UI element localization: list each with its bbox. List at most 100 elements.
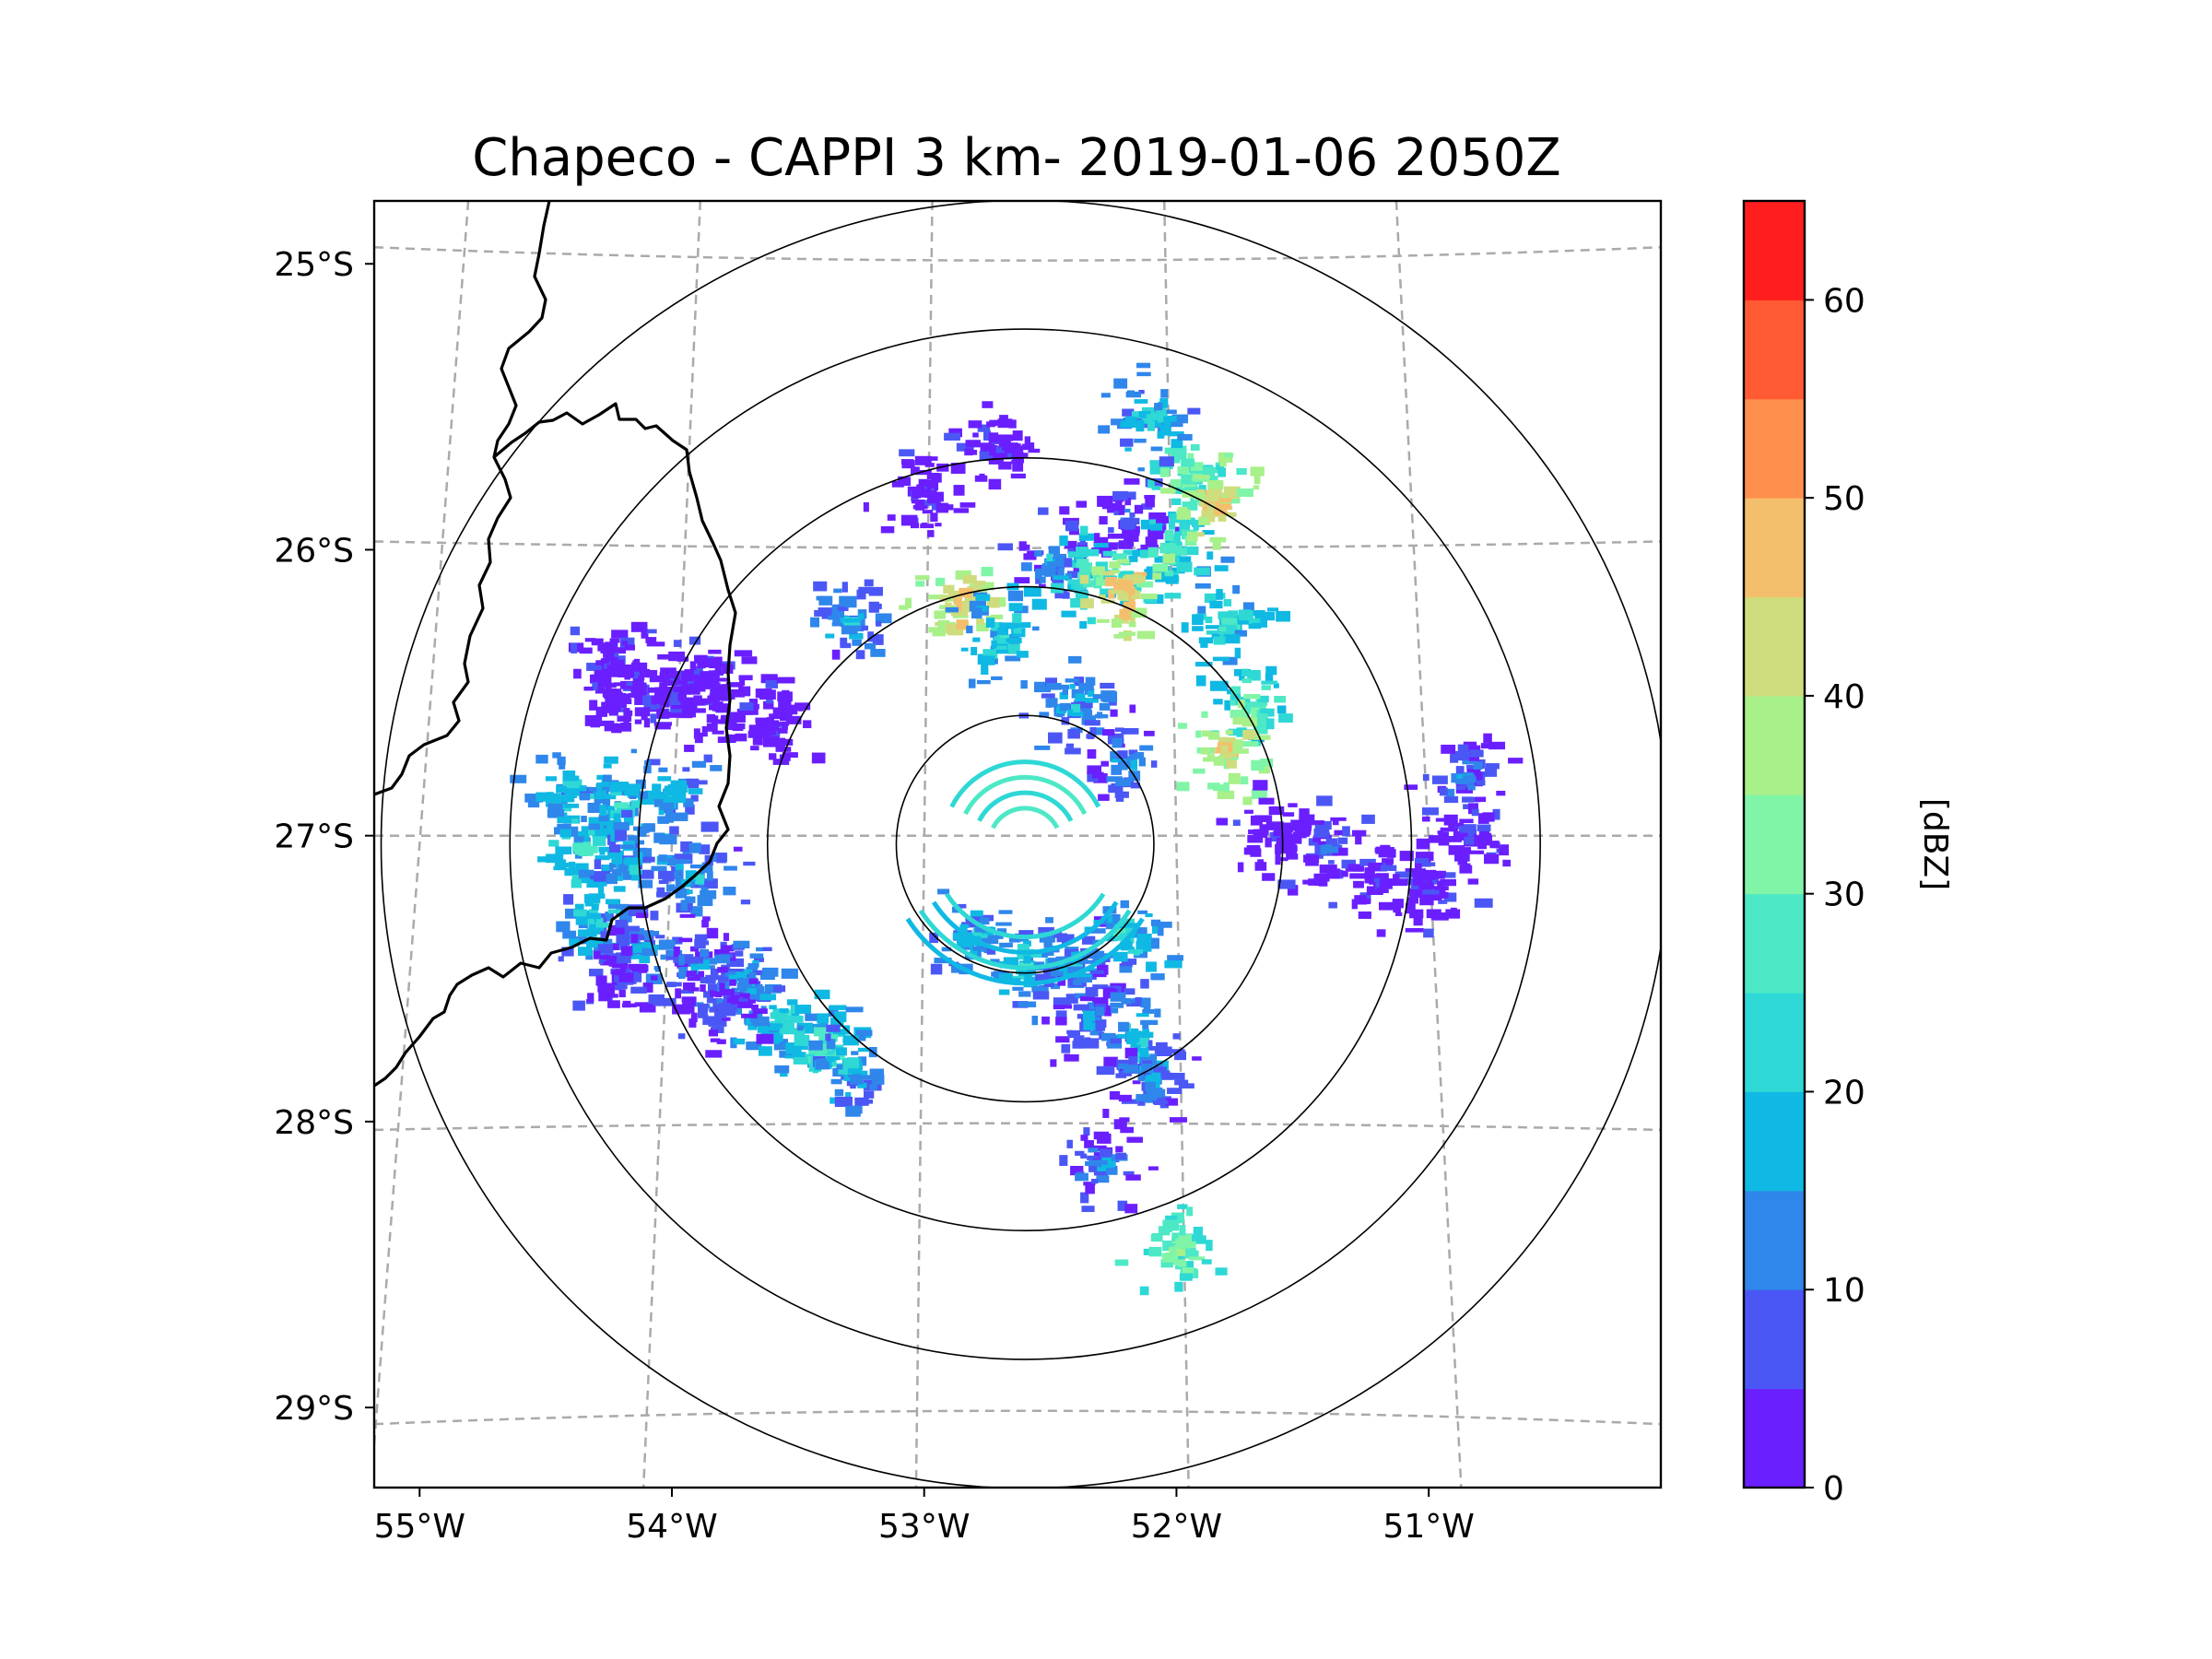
echo-pixel (1212, 511, 1229, 515)
echo-pixel (564, 794, 574, 799)
echo-pixel (1353, 880, 1364, 888)
echo-pixel (1171, 1212, 1184, 1224)
echo-pixel (1111, 782, 1120, 793)
echo-pixel (1125, 580, 1142, 592)
echo-pixel (1116, 1033, 1126, 1039)
echo-pixel (1067, 571, 1083, 579)
echo-pixel (1122, 408, 1135, 417)
echo-pixel (636, 912, 649, 919)
echo-pixel (1237, 862, 1244, 873)
echo-pixel (1037, 951, 1048, 958)
echo-pixel (1193, 532, 1205, 537)
echo-pixel (1069, 684, 1076, 689)
echo-pixel (680, 900, 688, 912)
echo-pixel (590, 917, 604, 924)
echo-pixel (1221, 618, 1238, 625)
echo-pixel (1080, 598, 1094, 609)
echo-pixel (770, 1012, 782, 1019)
echo-cell (945, 582, 1047, 688)
echo-pixel (569, 938, 580, 947)
range-rings (380, 201, 1661, 1488)
echo-pixel (711, 681, 720, 692)
echo-pixel (1409, 909, 1424, 919)
echo-pixel (971, 450, 978, 455)
echo-pixel (1392, 899, 1404, 909)
echo-pixel (1103, 571, 1115, 576)
echo-pixel (981, 567, 994, 577)
echo-pixel (634, 1002, 651, 1007)
echo-pixel (1308, 878, 1321, 886)
echo-pixel (1084, 968, 1101, 972)
echo-pixel (1480, 743, 1495, 749)
colorbar-tick-label: 20 (1823, 1074, 1865, 1112)
echo-pixel (1426, 909, 1441, 919)
echo-pixel (972, 946, 980, 951)
echo-pixel (630, 934, 639, 944)
echo-pixel (1244, 697, 1251, 705)
echo-pixel (1159, 456, 1174, 467)
echo-pixel (557, 812, 568, 824)
echo-pixel (621, 782, 629, 786)
echo-pixel (1228, 610, 1239, 618)
political-borders (374, 201, 737, 1088)
echo-pixel (1083, 1182, 1096, 1186)
lon-tick-label: 51°W (1382, 1508, 1474, 1546)
echo-pixel (606, 873, 618, 885)
echo-pixel (968, 420, 982, 429)
echo-pixel (1220, 556, 1235, 563)
echo-pixel (976, 618, 984, 625)
echo-pixel (682, 1002, 692, 1013)
echo-pixel (646, 641, 665, 647)
echo-pixel (1190, 462, 1204, 471)
echo-pixel (950, 463, 966, 475)
echo-pixel (1171, 534, 1181, 545)
echo-pixel (1187, 453, 1194, 465)
echo-pixel (1102, 915, 1113, 924)
echo-pixel (1117, 585, 1134, 595)
echo-pixel (1152, 1100, 1169, 1105)
echo-pixel (1017, 944, 1030, 952)
echo-pixel (690, 665, 703, 676)
echo-pixel (833, 588, 842, 594)
echo-pixel (673, 792, 687, 804)
echo-pixel (1240, 741, 1259, 747)
echo-pixel (692, 906, 703, 917)
echo-pixel (1193, 519, 1199, 531)
echo-pixel (1095, 1006, 1104, 1017)
echo-pixel (864, 642, 877, 650)
echo-pixel (1260, 611, 1276, 621)
echo-pixel (1070, 703, 1081, 713)
echo-pixel (1186, 1206, 1194, 1217)
echo-pixel (1117, 590, 1129, 600)
echo-pixel (746, 1014, 752, 1025)
echo-pixel (1177, 1260, 1187, 1267)
echo-pixel (650, 713, 657, 724)
echo-pixel (1342, 826, 1350, 837)
echo-pixel (1089, 970, 1105, 974)
echo-pixel (1175, 1265, 1186, 1270)
echo-pixel (1124, 478, 1140, 485)
echo-pixel (1113, 935, 1124, 941)
echo-pixel (739, 676, 746, 686)
echo-cell (1079, 553, 1175, 641)
echo-pixel (1010, 473, 1026, 479)
echo-pixel (752, 736, 763, 746)
echo-pixel (1090, 1179, 1099, 1184)
echo-pixel (1070, 598, 1086, 608)
echo-pixel (1129, 704, 1136, 713)
echo-pixel (1115, 1146, 1124, 1153)
echo-pixel (1170, 547, 1179, 556)
echo-pixel (1208, 731, 1220, 740)
echo-pixel (726, 996, 741, 1005)
echo-pixel (1164, 530, 1174, 541)
echo-pixel (1499, 844, 1510, 856)
echo-pixel (618, 913, 632, 923)
echo-pixel (691, 874, 702, 880)
echo-pixel (1097, 1133, 1112, 1144)
echo-pixel (627, 835, 639, 841)
echo-pixel (1021, 562, 1032, 571)
echo-pixel (1115, 500, 1123, 509)
echo-pixel (784, 1054, 794, 1059)
echo-pixel (1113, 633, 1125, 639)
echo-pixel (1041, 565, 1051, 576)
